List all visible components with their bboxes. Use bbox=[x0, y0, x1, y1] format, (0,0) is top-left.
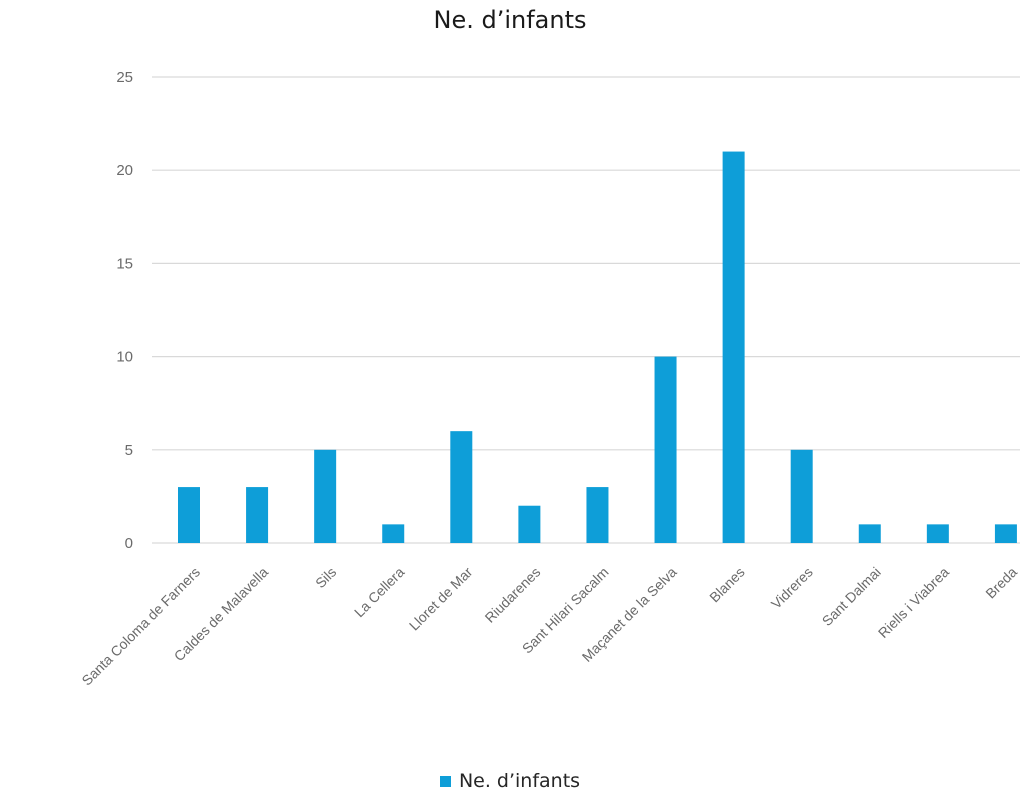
bar-6 bbox=[586, 487, 609, 543]
bar-7 bbox=[654, 356, 677, 543]
y-tick-label: 25 bbox=[116, 69, 133, 86]
bar-12 bbox=[994, 524, 1017, 543]
bar-2 bbox=[314, 449, 337, 543]
bars bbox=[178, 151, 1017, 543]
y-tick-label: 15 bbox=[116, 255, 133, 272]
bar-4 bbox=[450, 431, 473, 543]
legend-label: Ne. d’infants bbox=[458, 770, 581, 792]
legend: Ne. d’infants bbox=[0, 770, 1020, 792]
y-tick-label: 0 bbox=[125, 535, 133, 552]
y-axis-ticks: 0 5 10 15 20 25 bbox=[116, 69, 133, 552]
bar-9 bbox=[790, 449, 813, 543]
bar-3 bbox=[382, 524, 405, 543]
x-tick-label: Sils bbox=[312, 564, 339, 591]
x-tick-label: Riells i Viabrea bbox=[875, 564, 952, 641]
y-tick-label: 20 bbox=[116, 162, 133, 179]
bar-8 bbox=[722, 151, 745, 543]
x-tick-label: La Cellera bbox=[351, 564, 408, 621]
bar-1 bbox=[246, 487, 269, 543]
bar-10 bbox=[858, 524, 881, 543]
bar-5 bbox=[518, 505, 541, 543]
y-tick-label: 5 bbox=[125, 442, 133, 459]
x-tick-label: Riudarenes bbox=[482, 564, 544, 626]
legend-swatch bbox=[439, 775, 451, 787]
x-tick-label: Sant Dalmai bbox=[819, 564, 884, 629]
x-tick-label: Blanes bbox=[706, 564, 748, 606]
x-tick-label: Breda bbox=[982, 564, 1020, 602]
bar-11 bbox=[926, 524, 949, 543]
chart-title: Ne. d’infants bbox=[433, 6, 587, 34]
x-tick-label: Lloret de Mar bbox=[406, 564, 476, 634]
x-tick-label: Vidreres bbox=[768, 564, 816, 612]
y-tick-label: 10 bbox=[116, 349, 133, 366]
bar-0 bbox=[178, 487, 200, 543]
x-tick-label: Santa Coloma de Farners bbox=[78, 564, 203, 689]
gridlines bbox=[152, 76, 1020, 544]
